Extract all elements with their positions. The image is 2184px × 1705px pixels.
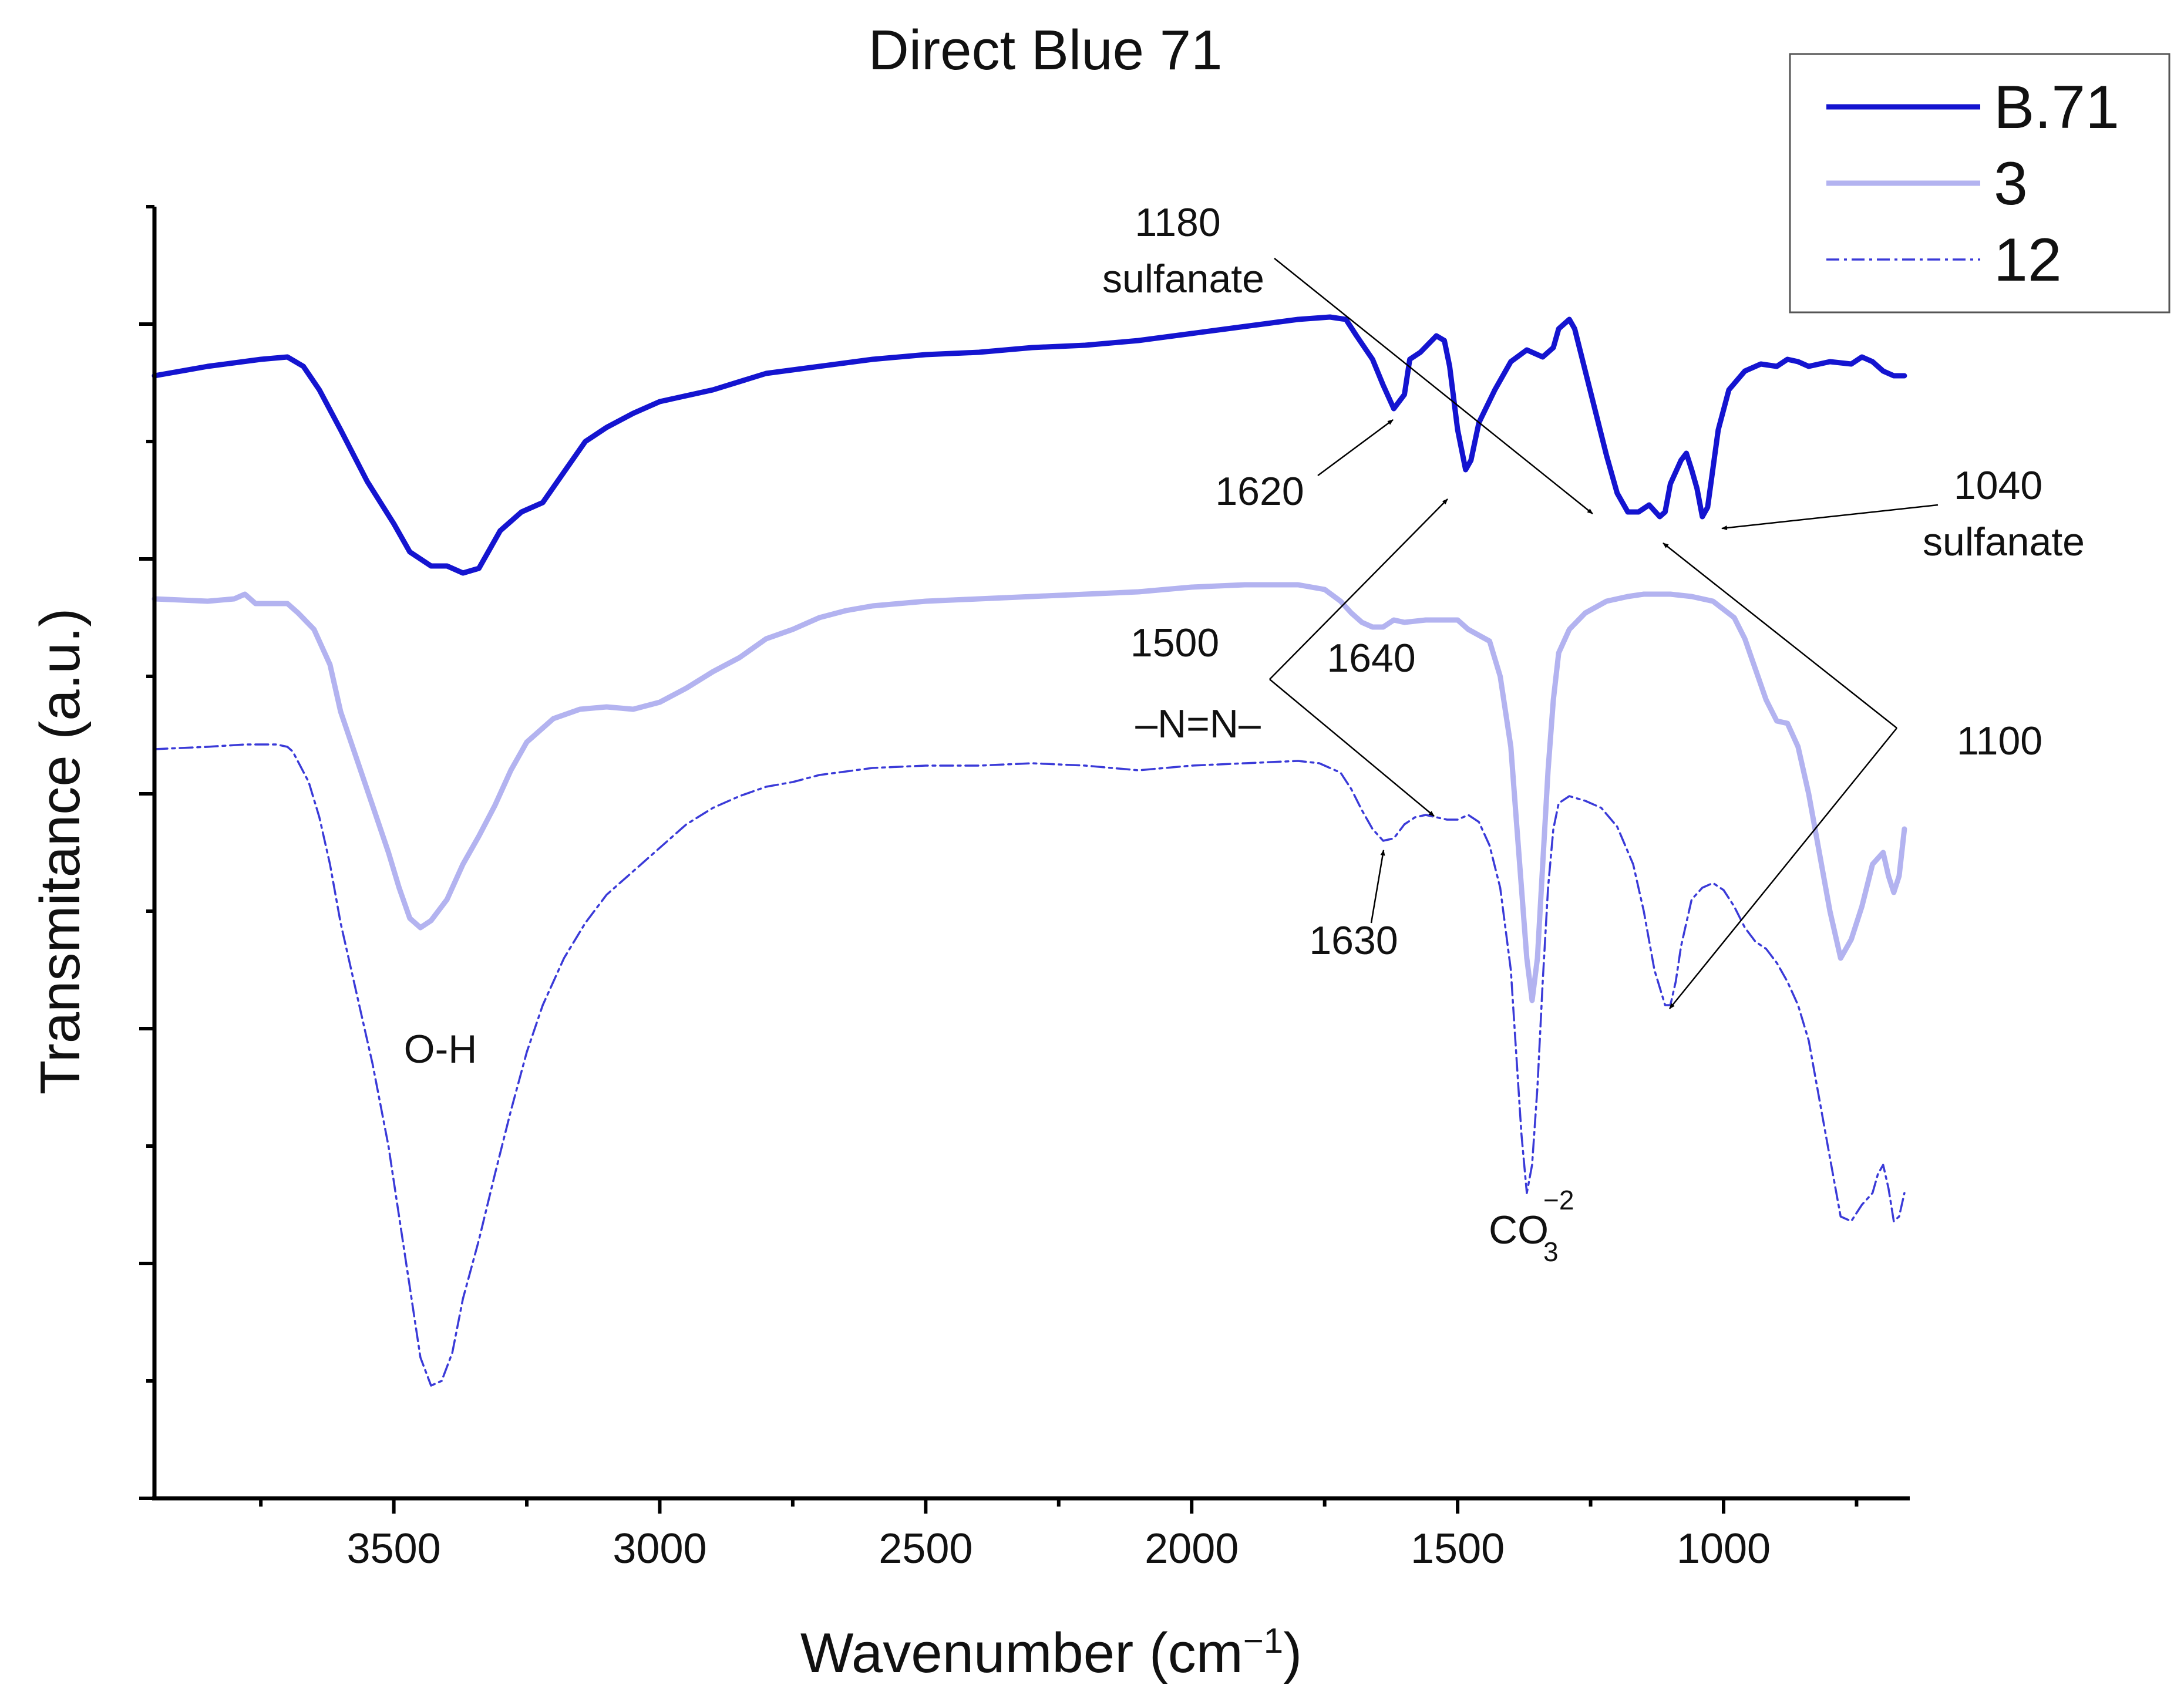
- y-axis-title: Transmitance (a.u.): [29, 608, 92, 1095]
- annotation-1500: 1500 –N=N–: [1130, 621, 1261, 746]
- annotation-1100: 1100: [1957, 719, 2042, 763]
- legend-label-12: 12: [1994, 226, 2062, 294]
- annotation-1040: 1040 sulfanate: [1923, 463, 2085, 564]
- annotation-co3-base: CO: [1489, 1208, 1549, 1252]
- annotation-1620: 1620: [1215, 469, 1304, 514]
- x-axis-title-close: ): [1283, 1622, 1302, 1684]
- x-axis-title-sup: −1: [1243, 1621, 1283, 1660]
- annotation-1500-line1: 1500: [1130, 621, 1219, 665]
- legend: B.71 3 12: [1789, 53, 2170, 314]
- x-axis-title-main: Wavenumber (cm: [800, 1622, 1243, 1684]
- annotation-arrow-1500-s12: [1269, 679, 1435, 817]
- annotation-co3-sub: 3: [1543, 1236, 1559, 1267]
- annotation-1640: 1640: [1327, 636, 1415, 680]
- x-tick-label: 3000: [613, 1525, 706, 1572]
- annotation-1180-line1: 1180: [1135, 200, 1220, 245]
- x-tick-label: 3500: [347, 1525, 441, 1572]
- annotation-arrow-1180: [1274, 258, 1593, 514]
- x-tick-label: 2000: [1145, 1525, 1239, 1572]
- annotation-1180-line2: sulfanate: [1102, 257, 1264, 301]
- y-ticks: [139, 205, 154, 1500]
- x-tick-label: 1000: [1677, 1525, 1771, 1572]
- legend-label-3: 3: [1994, 150, 2028, 218]
- annotation-1630: 1630: [1309, 918, 1398, 963]
- annotation-arrow-1100-b71: [1663, 542, 1897, 729]
- annotation-arrow-1620: [1317, 419, 1394, 477]
- annotation-labels: 1180 sulfanate 1620 1040 sulfanate 1500 …: [404, 200, 2085, 1267]
- annotation-co3: CO: [1489, 1208, 1549, 1252]
- axes: 3500 3000 2500 2000 1500 1000: [139, 205, 1910, 1572]
- x-tick-label: 2500: [879, 1525, 972, 1572]
- x-ticks: [259, 1498, 1859, 1514]
- annotation-1040-line1: 1040: [1954, 463, 2042, 508]
- annotation-oh: O-H: [404, 1027, 477, 1071]
- annotation-arrow-1100-s12: [1669, 727, 1897, 1009]
- annotation-arrow-1040: [1721, 504, 1939, 531]
- annotation-arrow-1500-b71: [1269, 498, 1448, 680]
- annotation-lines: [1269, 258, 1939, 1009]
- legend-label-b-71: B.71: [1994, 73, 2119, 141]
- x-tick-labels: 3500 3000 2500 2000 1500 1000: [347, 1525, 1771, 1572]
- chart-title: Direct Blue 71: [869, 19, 1223, 82]
- annotation-co3-sup: −2: [1543, 1185, 1574, 1215]
- x-tick-label: 1500: [1411, 1525, 1505, 1572]
- annotation-1500-line2: –N=N–: [1135, 702, 1261, 746]
- series-line-3: [152, 582, 1907, 1003]
- x-axis-title: Wavenumber (cm−1): [800, 1621, 1302, 1685]
- series-line-12: [153, 743, 1906, 1387]
- series-line-b-71: [152, 314, 1907, 576]
- annotation-1180: 1180 sulfanate: [1102, 200, 1264, 301]
- annotation-1040-line2: sulfanate: [1923, 520, 2085, 564]
- plot-area: [152, 314, 1907, 1387]
- annotation-arrow-1630: [1370, 850, 1385, 924]
